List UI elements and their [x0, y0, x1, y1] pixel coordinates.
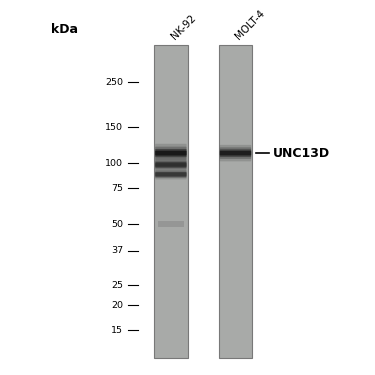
FancyBboxPatch shape [155, 160, 187, 169]
FancyBboxPatch shape [155, 162, 187, 168]
Bar [219, 45, 252, 358]
Bar [158, 221, 184, 227]
Text: 150: 150 [105, 123, 123, 132]
Text: 15: 15 [111, 326, 123, 335]
FancyBboxPatch shape [155, 149, 187, 157]
FancyBboxPatch shape [155, 151, 187, 156]
FancyBboxPatch shape [220, 149, 251, 157]
Text: 100: 100 [105, 159, 123, 168]
Text: 37: 37 [111, 246, 123, 255]
Text: 20: 20 [111, 301, 123, 310]
Text: 75: 75 [111, 184, 123, 193]
Text: 250: 250 [105, 78, 123, 87]
FancyBboxPatch shape [220, 147, 251, 159]
FancyBboxPatch shape [155, 159, 187, 171]
FancyBboxPatch shape [155, 163, 187, 167]
Text: NK-92: NK-92 [169, 13, 198, 42]
FancyBboxPatch shape [155, 170, 187, 179]
Text: MOLT-4: MOLT-4 [234, 8, 267, 42]
FancyBboxPatch shape [155, 144, 187, 162]
FancyBboxPatch shape [155, 172, 187, 177]
Text: UNC13D: UNC13D [273, 147, 330, 160]
Text: 25: 25 [111, 281, 123, 290]
Text: kDa: kDa [51, 23, 78, 36]
FancyBboxPatch shape [155, 171, 187, 178]
FancyBboxPatch shape [155, 173, 187, 176]
FancyBboxPatch shape [220, 145, 251, 161]
Text: 50: 50 [111, 220, 123, 229]
Bar [154, 45, 188, 358]
FancyBboxPatch shape [155, 147, 187, 160]
FancyBboxPatch shape [220, 151, 251, 155]
